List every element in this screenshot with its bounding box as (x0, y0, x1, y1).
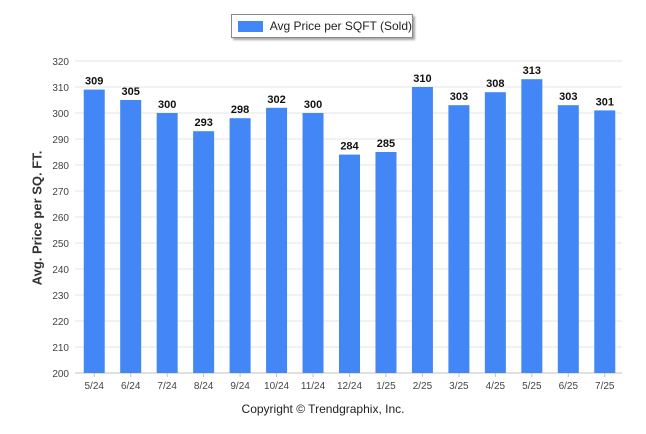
data-label: 301 (596, 96, 614, 108)
y-tick-label: 310 (52, 83, 69, 94)
x-tick-label: 12/24 (337, 381, 362, 392)
data-label: 308 (486, 78, 504, 90)
x-axis-ticks: 5/24 6/24 7/24 8/24 9/24 10/24 11/24 12/24 1/25 2… (84, 373, 615, 392)
bar[interactable] (229, 118, 251, 373)
x-tick-label: 5/25 (522, 381, 542, 392)
data-label: 305 (122, 86, 140, 98)
bar[interactable] (302, 113, 324, 373)
data-label: 313 (523, 65, 541, 77)
legend[interactable]: Avg Price per SQFT (Sold) (231, 14, 413, 38)
x-tick-label: 1/25 (376, 381, 396, 392)
bar[interactable] (411, 87, 433, 373)
bar[interactable] (594, 110, 616, 374)
data-labels: 309 305 300 293 298 302 300 284 285 310 303 308 313 3… (85, 65, 614, 152)
x-tick-label: 4/25 (486, 381, 506, 392)
bar[interactable] (83, 89, 105, 373)
bar[interactable] (156, 113, 178, 373)
copyright-footer: Copyright © Trendgraphix, Inc. (241, 402, 405, 416)
y-tick-label: 300 (52, 109, 69, 120)
y-tick-label: 280 (52, 161, 69, 172)
data-label: 302 (267, 94, 285, 106)
data-label: 298 (231, 104, 249, 116)
y-tick-label: 210 (52, 343, 69, 354)
y-tick-label: 290 (52, 135, 69, 146)
bar[interactable] (521, 79, 543, 373)
bar[interactable] (484, 92, 506, 373)
y-axis-ticks: 200 210 220 230 240 250 260 270 280 290 300 310 320 (52, 57, 69, 380)
data-label: 303 (450, 91, 468, 103)
data-label: 285 (377, 138, 395, 150)
data-label: 309 (85, 76, 103, 88)
bar[interactable] (557, 105, 579, 373)
data-label: 310 (413, 73, 431, 85)
x-tick-label: 2/25 (413, 381, 433, 392)
x-tick-label: 5/24 (84, 381, 104, 392)
x-tick-label: 6/24 (121, 381, 141, 392)
x-tick-label: 10/24 (264, 381, 289, 392)
data-label: 303 (559, 91, 577, 103)
x-tick-label: 6/25 (559, 381, 579, 392)
x-tick-label: 7/25 (595, 381, 615, 392)
y-tick-label: 200 (52, 369, 69, 380)
y-tick-label: 270 (52, 187, 69, 198)
bar[interactable] (120, 100, 142, 373)
bar[interactable] (266, 107, 288, 374)
data-label: 300 (304, 99, 322, 111)
y-tick-label: 230 (52, 291, 69, 302)
bar[interactable] (375, 152, 397, 373)
y-tick-label: 240 (52, 265, 69, 276)
x-tick-label: 11/24 (301, 381, 326, 392)
x-tick-label: 9/24 (230, 381, 250, 392)
bar[interactable] (339, 154, 360, 373)
x-tick-label: 7/24 (157, 381, 177, 392)
bar[interactable] (193, 131, 215, 373)
y-tick-label: 320 (52, 57, 69, 68)
y-tick-label: 260 (52, 213, 69, 224)
y-tick-label: 220 (52, 317, 69, 328)
x-tick-label: 3/25 (449, 381, 469, 392)
y-axis-label: Avg. Price per SQ. FT. (29, 150, 45, 286)
bars (83, 79, 616, 374)
bar[interactable] (448, 105, 470, 373)
data-label: 293 (194, 117, 212, 129)
legend-label: Avg Price per SQFT (Sold) (269, 19, 412, 33)
data-label: 284 (340, 141, 359, 153)
y-tick-label: 250 (52, 239, 69, 250)
data-label: 300 (158, 99, 176, 111)
x-tick-label: 8/24 (194, 381, 214, 392)
legend-swatch (238, 20, 263, 32)
